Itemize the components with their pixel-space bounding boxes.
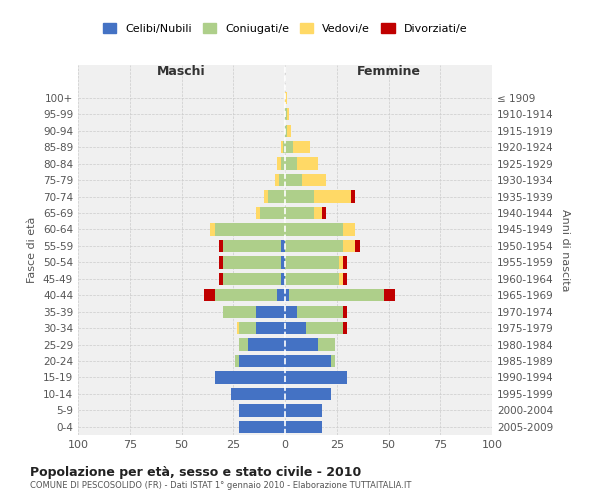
Bar <box>215 289 277 302</box>
Bar <box>285 108 287 120</box>
Bar <box>343 272 347 285</box>
Bar <box>268 190 285 202</box>
Bar <box>239 338 248 350</box>
Bar <box>293 141 310 154</box>
Bar <box>235 355 239 367</box>
Bar <box>339 256 343 268</box>
Bar <box>239 355 285 367</box>
Bar <box>285 355 331 367</box>
Bar <box>285 372 347 384</box>
Bar <box>256 306 285 318</box>
Bar <box>260 207 285 219</box>
Bar <box>277 289 285 302</box>
Bar <box>339 272 343 285</box>
Bar <box>285 322 306 334</box>
Bar <box>239 322 256 334</box>
Bar <box>215 372 285 384</box>
Bar <box>275 174 279 186</box>
Bar <box>223 272 281 285</box>
Bar <box>281 240 285 252</box>
Bar <box>215 224 285 235</box>
Bar <box>223 306 256 318</box>
Bar <box>281 141 283 154</box>
Bar <box>285 174 302 186</box>
Bar <box>343 224 355 235</box>
Bar <box>285 272 339 285</box>
Text: Femmine: Femmine <box>356 65 421 78</box>
Bar <box>343 306 347 318</box>
Bar <box>298 158 318 170</box>
Bar <box>314 190 351 202</box>
Bar <box>343 240 355 252</box>
Bar <box>285 256 339 268</box>
Bar <box>343 256 347 268</box>
Bar <box>281 272 285 285</box>
Bar <box>298 306 343 318</box>
Bar <box>331 355 335 367</box>
Bar <box>285 207 314 219</box>
Bar <box>302 174 326 186</box>
Bar <box>239 404 285 416</box>
Bar <box>231 388 285 400</box>
Bar <box>239 420 285 433</box>
Bar <box>265 190 268 202</box>
Bar <box>285 404 322 416</box>
Bar <box>285 190 314 202</box>
Y-axis label: Anni di nascita: Anni di nascita <box>560 209 570 291</box>
Bar <box>279 174 285 186</box>
Bar <box>285 240 343 252</box>
Bar <box>343 322 347 334</box>
Bar <box>385 289 395 302</box>
Bar <box>277 158 281 170</box>
Bar <box>211 224 215 235</box>
Bar <box>281 256 285 268</box>
Bar <box>285 289 289 302</box>
Bar <box>223 240 281 252</box>
Bar <box>219 240 223 252</box>
Bar <box>285 141 293 154</box>
Bar <box>322 207 326 219</box>
Bar <box>204 289 215 302</box>
Bar <box>285 388 331 400</box>
Bar <box>285 92 287 104</box>
Bar <box>283 141 285 154</box>
Bar <box>285 338 318 350</box>
Bar <box>256 207 260 219</box>
Bar <box>256 322 285 334</box>
Bar <box>285 420 322 433</box>
Bar <box>314 207 322 219</box>
Bar <box>248 338 285 350</box>
Bar <box>223 256 281 268</box>
Y-axis label: Fasce di età: Fasce di età <box>28 217 37 283</box>
Bar <box>219 256 223 268</box>
Text: COMUNE DI PESCOSOLIDO (FR) - Dati ISTAT 1° gennaio 2010 - Elaborazione TUTTAITAL: COMUNE DI PESCOSOLIDO (FR) - Dati ISTAT … <box>30 481 412 490</box>
Bar <box>287 124 291 137</box>
Text: Popolazione per età, sesso e stato civile - 2010: Popolazione per età, sesso e stato civil… <box>30 466 361 479</box>
Bar <box>351 190 355 202</box>
Bar <box>355 240 359 252</box>
Bar <box>285 306 298 318</box>
Bar <box>306 322 343 334</box>
Bar <box>238 322 239 334</box>
Bar <box>285 124 287 137</box>
Bar <box>287 108 289 120</box>
Bar <box>289 289 385 302</box>
Bar <box>285 224 343 235</box>
Bar <box>281 158 285 170</box>
Legend: Celibi/Nubili, Coniugati/e, Vedovi/e, Divorziati/e: Celibi/Nubili, Coniugati/e, Vedovi/e, Di… <box>98 19 472 38</box>
Bar <box>219 272 223 285</box>
Bar <box>318 338 335 350</box>
Text: Maschi: Maschi <box>157 65 206 78</box>
Bar <box>285 158 298 170</box>
